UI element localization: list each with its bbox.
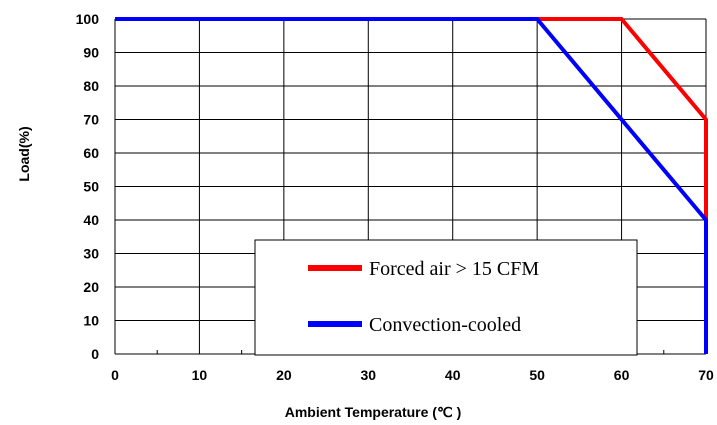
x-tick-label-40: 40 — [445, 367, 461, 383]
y-tick-label-90: 90 — [83, 45, 99, 61]
legend-box — [254, 239, 638, 356]
y-tick-label-10: 10 — [83, 313, 99, 329]
x-axis-ticks: 0 10 20 30 40 50 60 70 — [111, 367, 714, 383]
y-tick-label-40: 40 — [83, 212, 99, 228]
y-axis-ticks: 0 10 20 30 40 50 60 70 80 90 100 — [76, 11, 100, 362]
y-axis-label: Load(%) — [16, 126, 32, 181]
x-tick-label-20: 20 — [276, 367, 292, 383]
y-tick-label-50: 50 — [83, 179, 99, 195]
y-tick-label-30: 30 — [83, 246, 99, 262]
series-lines — [115, 17, 708, 354]
legend: Forced air > 15 CFM Convection-cooled — [254, 239, 638, 356]
x-tick-label-0: 0 — [111, 367, 119, 383]
grid — [114, 18, 707, 355]
x-tick-label-70: 70 — [698, 367, 714, 383]
x-tick-label-60: 60 — [614, 367, 630, 383]
y-tick-label-80: 80 — [83, 78, 99, 94]
series-line-1 — [115, 17, 708, 354]
y-tick-label-70: 70 — [83, 112, 99, 128]
y-tick-label-100: 100 — [76, 11, 100, 27]
x-tick-label-30: 30 — [360, 367, 376, 383]
y-tick-label-0: 0 — [91, 346, 99, 362]
legend-label-forced-air: Forced air > 15 CFM — [369, 258, 539, 280]
y-tick-label-20: 20 — [83, 279, 99, 295]
y-tick-label-60: 60 — [83, 145, 99, 161]
legend-label-convection: Convection-cooled — [369, 314, 521, 336]
x-axis-label: Ambient Temperature (℃ ) — [285, 404, 461, 420]
x-tick-label-50: 50 — [529, 367, 545, 383]
x-tick-label-10: 10 — [192, 367, 208, 383]
